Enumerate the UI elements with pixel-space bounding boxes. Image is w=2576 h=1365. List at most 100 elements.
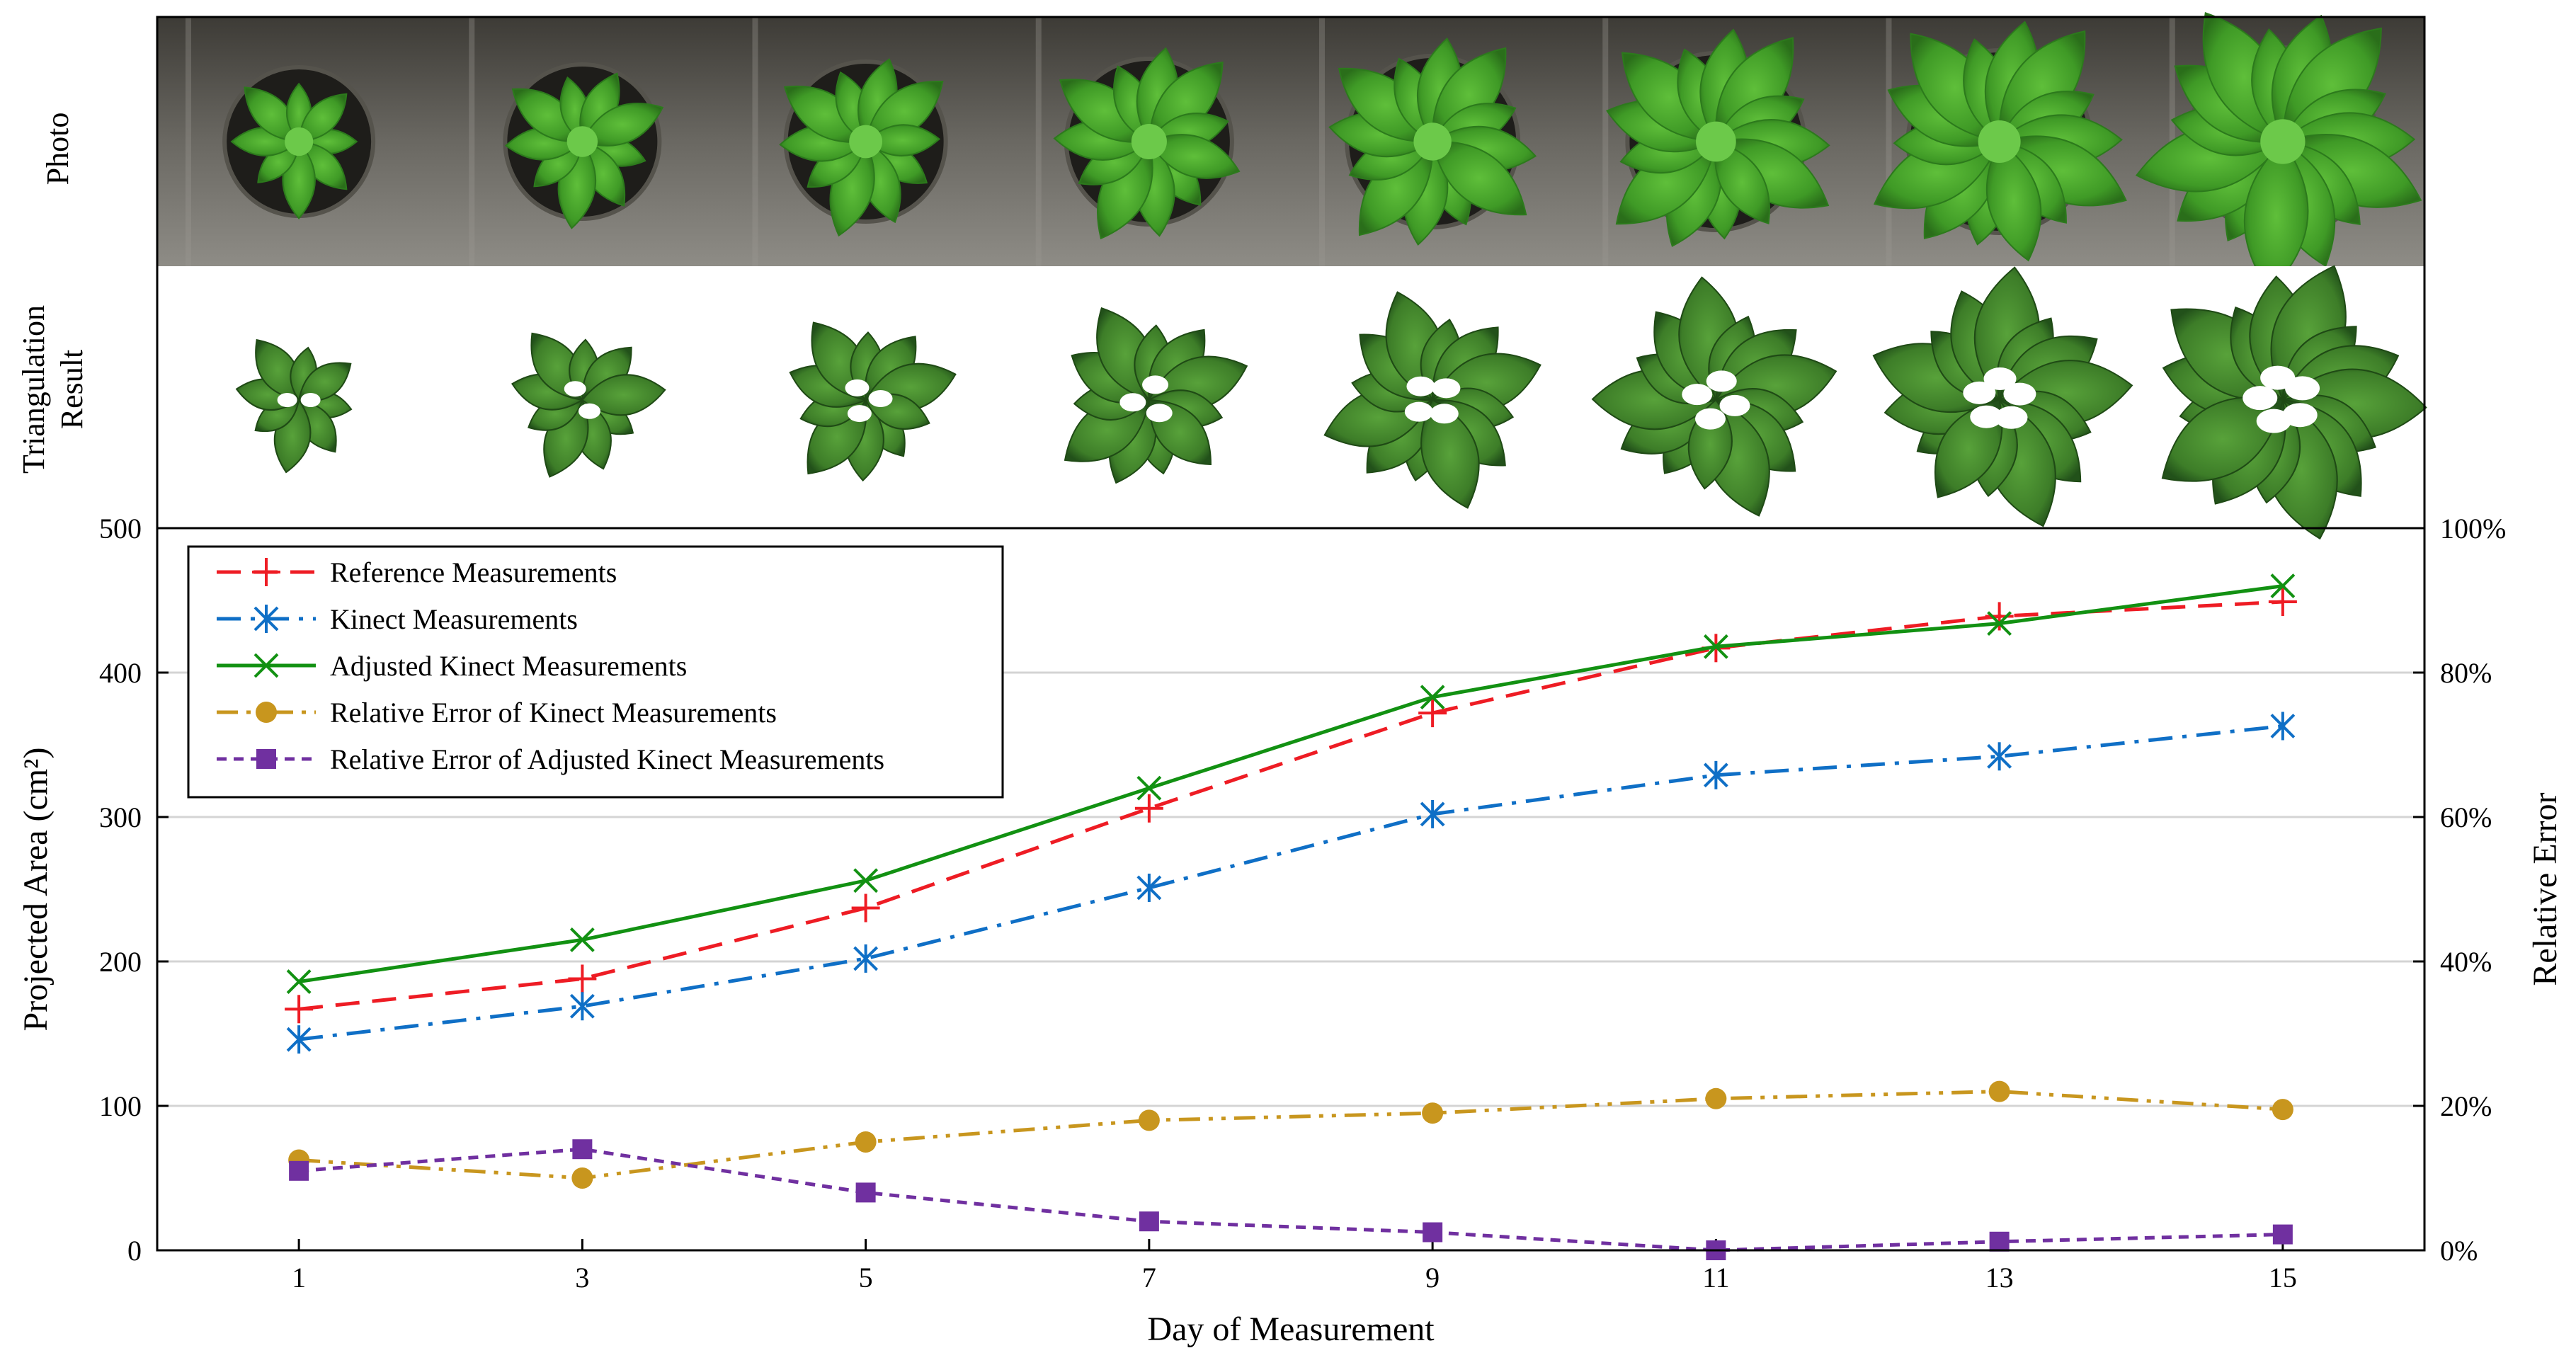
data-point bbox=[1139, 1211, 1159, 1232]
data-point bbox=[2268, 588, 2297, 617]
x-tick-label: 9 bbox=[1425, 1262, 1440, 1293]
data-point bbox=[289, 1160, 309, 1181]
series-adjusted-kinect-measurements bbox=[286, 573, 2296, 994]
plant-mesh bbox=[511, 332, 666, 478]
legend-label: Adjusted Kinect Measurements bbox=[330, 650, 687, 682]
data-point bbox=[2270, 712, 2296, 741]
data-point bbox=[1134, 794, 1163, 823]
data-point bbox=[851, 893, 880, 923]
series-line bbox=[298, 1090, 2284, 1180]
y2-tick-label: 20% bbox=[2440, 1090, 2492, 1122]
data-point bbox=[2270, 573, 2296, 599]
data-point bbox=[1422, 1102, 1444, 1124]
plant-mesh bbox=[789, 321, 957, 482]
legend-label: Kinect Measurements bbox=[330, 603, 578, 635]
x-tick-label: 5 bbox=[859, 1262, 873, 1293]
data-point bbox=[853, 868, 879, 893]
data-point bbox=[1136, 775, 1162, 801]
y2-tick-label: 100% bbox=[2440, 513, 2506, 544]
triangulation-meshes bbox=[235, 265, 2427, 540]
data-point bbox=[1987, 742, 2012, 771]
data-point bbox=[1985, 602, 2014, 631]
data-point bbox=[1989, 1231, 2010, 1252]
plant-photos bbox=[186, 12, 2422, 292]
y2-tick-label: 0% bbox=[2440, 1235, 2478, 1267]
series-kinect-measurements bbox=[286, 712, 2296, 1054]
plant-photo bbox=[186, 17, 376, 266]
plot-border bbox=[156, 527, 2426, 1252]
y2-axis-label: Relative Error bbox=[2526, 792, 2564, 986]
legend-marker bbox=[253, 605, 279, 633]
data-point bbox=[2272, 1099, 2293, 1121]
y-tick-label: 400 bbox=[99, 657, 142, 689]
legend-entry: Kinect Measurements bbox=[217, 603, 578, 635]
y2-tick-label: 40% bbox=[2440, 946, 2492, 978]
data-point bbox=[853, 944, 879, 973]
data-point bbox=[1705, 1087, 1727, 1109]
plant-mesh bbox=[1591, 276, 1837, 517]
legend-label: Relative Error of Kinect Measurements bbox=[330, 697, 777, 729]
data-point bbox=[286, 969, 312, 994]
y-axis-label: Projected Area (cm²) bbox=[17, 748, 55, 1032]
y-tick-label: 500 bbox=[99, 513, 142, 544]
data-point bbox=[569, 927, 595, 952]
legend-marker bbox=[252, 558, 280, 586]
data-point bbox=[1420, 685, 1445, 710]
plant-photo bbox=[752, 17, 948, 266]
plant-photo bbox=[1319, 17, 1537, 266]
plant-mesh bbox=[2161, 265, 2427, 540]
triangulation-row-label-line2: Result bbox=[55, 350, 89, 429]
data-point bbox=[855, 1182, 876, 1203]
y2-tick-label: 80% bbox=[2440, 657, 2492, 689]
plant-mesh bbox=[1064, 307, 1248, 484]
plant-mesh bbox=[1323, 291, 1541, 509]
series-line bbox=[298, 600, 2284, 1011]
data-point bbox=[285, 995, 314, 1024]
series-line bbox=[298, 724, 2284, 1041]
legend: Reference Measurements Kinect Measurement… bbox=[187, 545, 1004, 799]
x-tick-label: 11 bbox=[1702, 1262, 1730, 1293]
data-point bbox=[1987, 611, 2012, 636]
legend-entry: Relative Error of Adjusted Kinect Measur… bbox=[217, 743, 884, 775]
triangulation-strip bbox=[157, 265, 2427, 540]
data-point bbox=[1420, 799, 1445, 828]
x-tick-label: 7 bbox=[1142, 1262, 1156, 1293]
series-relative-error-of-adjusted-kinect-measurements bbox=[289, 1139, 2293, 1260]
photo-row-label: Photo bbox=[40, 113, 75, 185]
data-point bbox=[569, 992, 595, 1021]
series-line bbox=[298, 1147, 2283, 1252]
legend-label: Relative Error of Adjusted Kinect Measur… bbox=[330, 743, 884, 775]
plant-photo bbox=[1035, 17, 1241, 266]
series-relative-error-of-kinect-measurements bbox=[288, 1080, 2293, 1189]
legend-entry: Adjusted Kinect Measurements bbox=[217, 650, 687, 682]
data-point bbox=[1703, 634, 1728, 659]
plant-photo bbox=[469, 17, 664, 266]
legend-marker bbox=[256, 702, 277, 723]
y-tick-label: 200 bbox=[99, 946, 142, 978]
legend-marker bbox=[256, 749, 276, 769]
data-point bbox=[1988, 1080, 2010, 1102]
data-point bbox=[1136, 873, 1162, 902]
plant-photo bbox=[1873, 17, 2127, 266]
y-tick-label: 0 bbox=[127, 1235, 142, 1267]
x-tick-label: 15 bbox=[2269, 1262, 2297, 1293]
x-tick-label: 3 bbox=[575, 1262, 589, 1293]
plant-mesh bbox=[235, 338, 353, 474]
y-tick-label: 100 bbox=[99, 1090, 142, 1122]
data-point bbox=[1418, 699, 1447, 728]
data-point bbox=[568, 964, 597, 993]
x-tick-label: 13 bbox=[1985, 1262, 2014, 1293]
y-tick-label: 300 bbox=[99, 801, 142, 833]
x-tick-label: 1 bbox=[292, 1262, 306, 1293]
legend-box bbox=[187, 545, 1004, 799]
data-point bbox=[855, 1131, 877, 1153]
plant-photo bbox=[1602, 17, 1830, 266]
data-point bbox=[571, 1167, 593, 1189]
series-line bbox=[298, 584, 2284, 984]
y2-tick-label: 60% bbox=[2440, 801, 2492, 833]
x-axis-label: Day of Measurement bbox=[1147, 1310, 1435, 1348]
data-point bbox=[2272, 1224, 2293, 1245]
data-point bbox=[572, 1139, 593, 1160]
